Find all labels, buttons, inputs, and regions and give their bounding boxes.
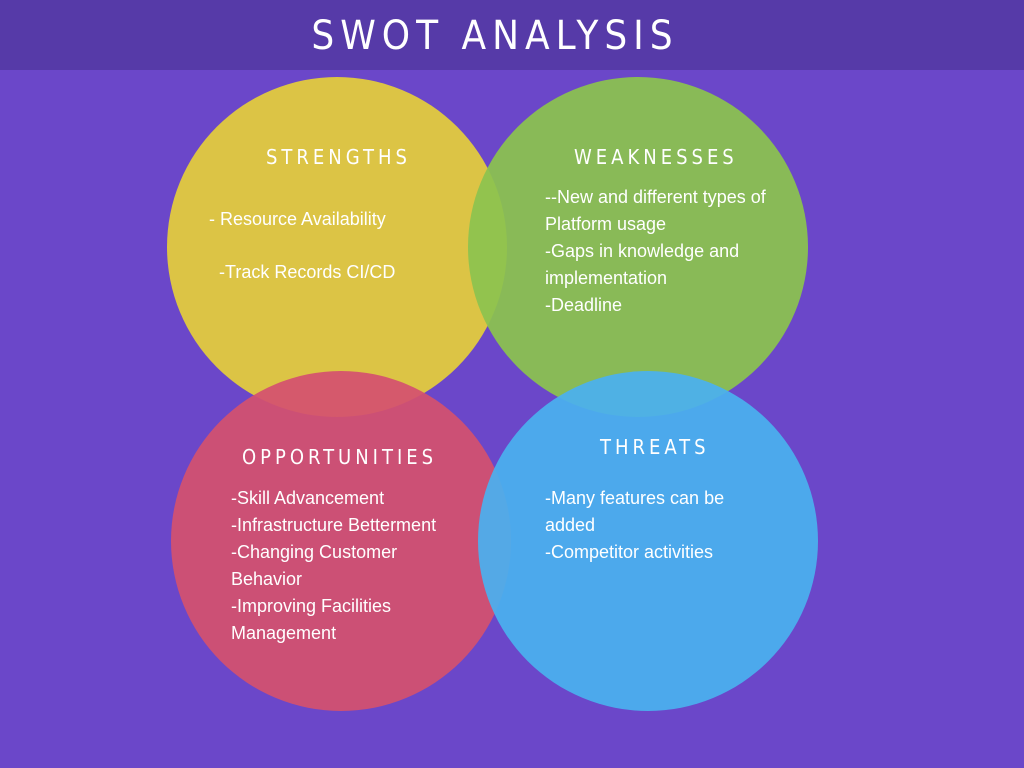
opportunities-item: -Skill Advancement: [231, 488, 385, 508]
strengths-item: - Resource Availability: [209, 209, 386, 229]
weaknesses-item: -Deadline: [545, 295, 623, 315]
weaknesses-list: --New and different types of Platform us…: [545, 184, 795, 319]
title-band: [0, 0, 1024, 70]
threats-item: -Competitor activities: [545, 542, 714, 562]
opportunities-item: -Improving Facilities Management: [231, 596, 392, 643]
strengths-heading: STRENGTHS: [266, 145, 411, 169]
threats-list: -Many features can be added -Competitor …: [545, 485, 760, 566]
opportunities-circle: [171, 371, 511, 711]
threats-heading: THREATS: [600, 435, 710, 459]
opportunities-heading: OPPORTUNITIES: [242, 445, 438, 469]
opportunities-item: -Infrastructure Betterment: [231, 515, 437, 535]
strengths-item: -Track Records CI/CD: [219, 262, 396, 282]
strengths-circle: [167, 77, 507, 417]
weaknesses-item: -Gaps in knowledge and implementation: [545, 241, 740, 288]
page-title: SWOT ANALYSIS: [311, 13, 679, 59]
threats-circle: [478, 371, 818, 711]
threats-item: -Many features can be added: [545, 488, 725, 535]
weaknesses-item: --New and different types of Platform us…: [545, 187, 766, 234]
weaknesses-heading: WEAKNESSES: [574, 145, 738, 169]
opportunities-item: -Changing Customer Behavior: [231, 542, 398, 589]
strengths-list: - Resource Availability -Track Records C…: [209, 206, 459, 286]
opportunities-list: -Skill Advancement -Infrastructure Bette…: [231, 485, 463, 647]
weaknesses-circle: [468, 77, 808, 417]
